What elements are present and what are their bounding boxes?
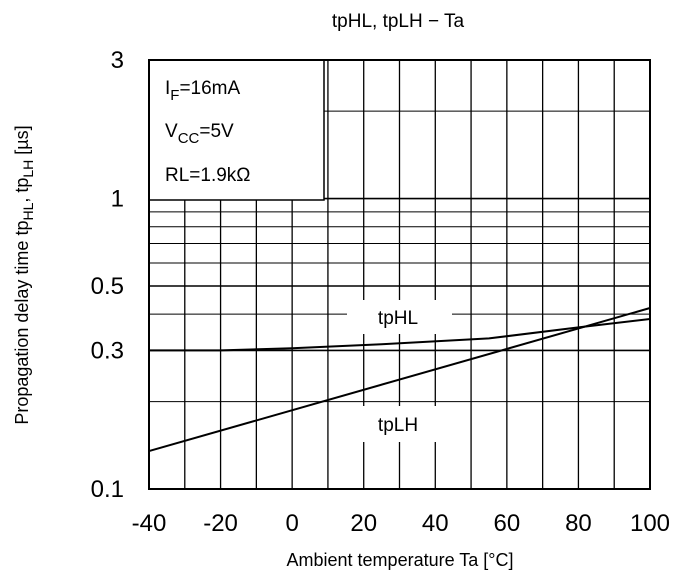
y-tick-label: 1 bbox=[111, 186, 124, 213]
x-tick-label: 40 bbox=[422, 510, 449, 537]
x-tick-label: 60 bbox=[494, 510, 521, 537]
conditions: IF=16mA VCC=5V RL=1.9kΩ bbox=[165, 78, 251, 186]
y-tick-label: 3 bbox=[111, 47, 124, 74]
condition-rl: RL=1.9kΩ bbox=[165, 165, 251, 186]
x-tick-label: 20 bbox=[350, 510, 377, 537]
x-tick-label: 100 bbox=[630, 510, 670, 537]
y-tick-label: 0.1 bbox=[91, 476, 124, 503]
x-tick-label: 80 bbox=[565, 510, 592, 537]
plot-frame bbox=[148, 59, 651, 490]
conditions-box bbox=[148, 59, 325, 201]
x-tick-labels: -40 -20 0 20 40 60 80 100 bbox=[132, 510, 670, 537]
series-lines bbox=[148, 307, 651, 453]
label-bg-tplh bbox=[347, 406, 452, 442]
x-tick-label: 0 bbox=[285, 510, 298, 537]
series-line-tphl bbox=[149, 318, 651, 352]
x-tick-label: -20 bbox=[203, 510, 238, 537]
label-bg-tphl bbox=[347, 300, 452, 334]
x-axis-label: Ambient temperature Ta [°C] bbox=[287, 550, 514, 570]
y-tick-labels: 0.1 0.3 0.5 1 3 bbox=[91, 47, 124, 503]
y-axis-label: Propagation delay time tpHL, tpLH [µs] bbox=[12, 125, 36, 424]
series-label-tphl: tpHL bbox=[378, 308, 418, 329]
x-tick-label: -40 bbox=[132, 510, 167, 537]
series-line-tplh bbox=[148, 307, 651, 453]
series-label-tplh: tpLH bbox=[378, 415, 418, 436]
chart-title: tpHL, tpLH − Ta bbox=[332, 11, 465, 32]
y-tick-label: 0.5 bbox=[91, 273, 124, 300]
condition-if: IF=16mA bbox=[165, 78, 241, 104]
y-tick-label: 0.3 bbox=[91, 337, 124, 364]
condition-vcc: VCC=5V bbox=[165, 121, 234, 147]
